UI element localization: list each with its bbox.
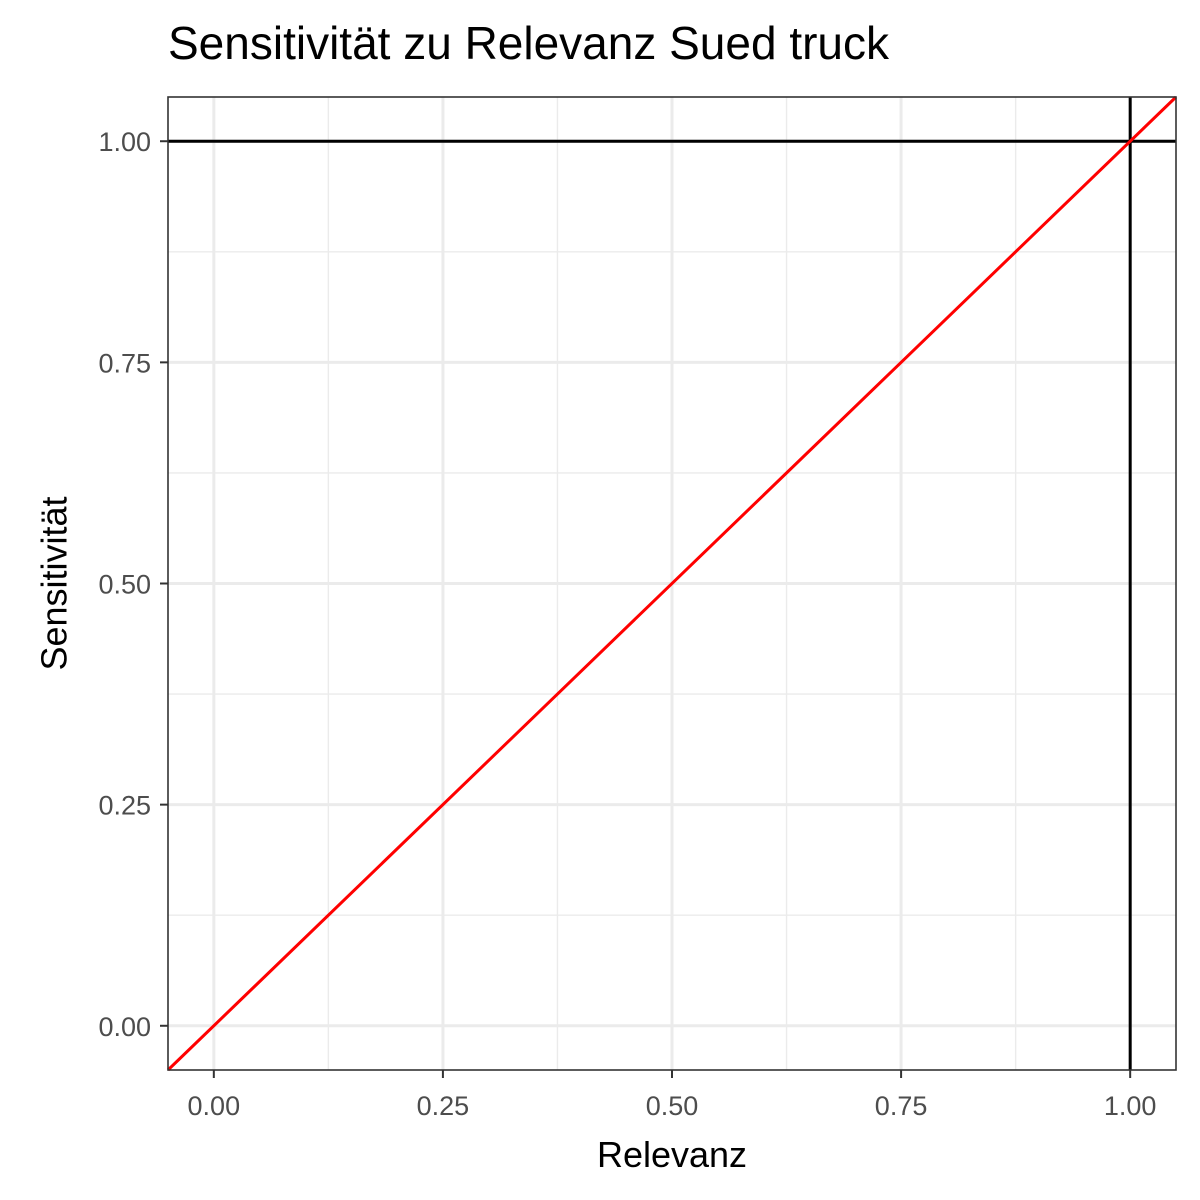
x-tick-label: 0.50 xyxy=(646,1091,699,1121)
series-layer xyxy=(166,95,1178,1072)
x-tick-label: 0.75 xyxy=(875,1091,928,1121)
x-tick-label: 0.25 xyxy=(417,1091,470,1121)
x-axis-title: Relevanz xyxy=(597,1134,747,1175)
chart-title: Sensitivität zu Relevanz Sued truck xyxy=(168,17,890,69)
x-tick-label: 1.00 xyxy=(1104,1091,1157,1121)
y-tick-label: 1.00 xyxy=(98,127,151,157)
y-tick-labels: 0.00 0.25 0.50 0.75 1.00 xyxy=(98,127,151,1042)
series-line-0 xyxy=(166,95,1178,1072)
y-tick-label: 0.00 xyxy=(98,1012,151,1042)
y-axis-title: Sensitivität xyxy=(34,496,75,670)
x-tick-labels: 0.00 0.25 0.50 0.75 1.00 xyxy=(188,1091,1157,1121)
reference-lines xyxy=(168,97,1176,1070)
x-tick-label: 0.00 xyxy=(188,1091,241,1121)
y-tick-label: 0.50 xyxy=(98,570,151,600)
axis-ticks xyxy=(160,140,1132,1078)
y-tick-label: 0.25 xyxy=(98,791,151,821)
y-tick-label: 0.75 xyxy=(98,348,151,378)
